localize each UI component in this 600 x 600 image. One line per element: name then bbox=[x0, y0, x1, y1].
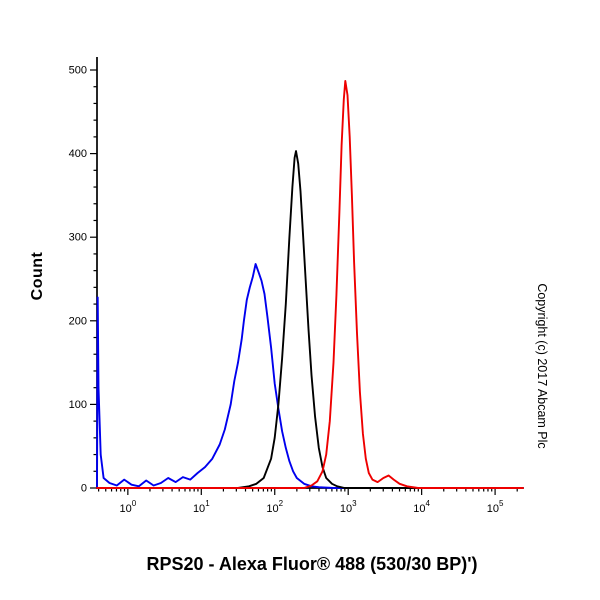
y-tick-label: 300 bbox=[69, 232, 87, 244]
x-tick-label: 105 bbox=[487, 499, 504, 515]
y-tick-label: 400 bbox=[69, 148, 87, 160]
y-tick-label: 100 bbox=[69, 399, 87, 411]
y-axis-tick-labels: 0 100 200 300 400 500 bbox=[69, 65, 87, 495]
series-black-curve bbox=[96, 150, 524, 489]
x-tick-label: 100 bbox=[119, 499, 136, 515]
x-axis-ticks bbox=[98, 488, 518, 495]
series-blue-curve bbox=[96, 263, 524, 489]
y-axis-title: Count bbox=[29, 251, 46, 301]
y-tick-label: 0 bbox=[81, 483, 87, 495]
copyright-text: Copyright (c) 2017 Abcam Plc bbox=[535, 283, 549, 449]
axes bbox=[96, 57, 523, 489]
x-axis-chart-title: RPS20 - Alexa Fluor® 488 (530/30 BP)') bbox=[146, 554, 478, 574]
series-curves bbox=[96, 79, 524, 489]
y-tick-label: 200 bbox=[69, 315, 87, 327]
x-tick-label: 101 bbox=[193, 499, 210, 515]
x-axis-tick-labels: 100 101 102 103 104 105 bbox=[119, 499, 503, 515]
y-tick-label: 500 bbox=[69, 65, 87, 77]
x-tick-label: 103 bbox=[340, 499, 357, 515]
x-tick-label: 104 bbox=[413, 499, 430, 515]
series-red-curve bbox=[96, 79, 524, 489]
y-axis-ticks bbox=[90, 69, 97, 489]
x-tick-label: 102 bbox=[266, 499, 283, 515]
